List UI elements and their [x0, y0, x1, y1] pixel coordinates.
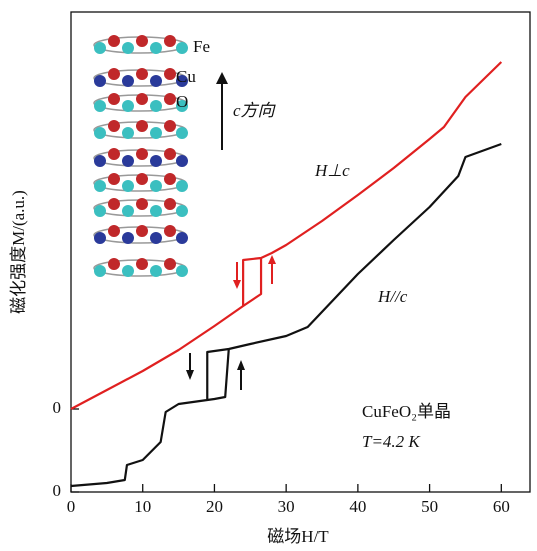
atom [150, 205, 162, 217]
atom [164, 120, 176, 132]
atom [122, 180, 134, 192]
atom [136, 93, 148, 105]
atom [176, 75, 188, 87]
atom [176, 232, 188, 244]
atom [122, 42, 134, 54]
atom [108, 198, 120, 210]
atom [94, 180, 106, 192]
atom [164, 93, 176, 105]
atom [176, 265, 188, 277]
x-tick-label: 0 [67, 497, 76, 516]
annotation: c方向 [233, 101, 277, 120]
atom [176, 42, 188, 54]
atom [122, 232, 134, 244]
annotation: T=4.2 K [362, 432, 421, 451]
atom [108, 120, 120, 132]
atom [150, 42, 162, 54]
atom [136, 173, 148, 185]
atom [136, 35, 148, 47]
atom [94, 75, 106, 87]
atom [94, 265, 106, 277]
annotation: O [176, 92, 188, 111]
arrow-head [268, 255, 276, 264]
atom [108, 93, 120, 105]
atom [150, 232, 162, 244]
atom [150, 75, 162, 87]
arrow-head [233, 280, 241, 289]
y-tick-label: 0 [53, 481, 62, 500]
atom [94, 127, 106, 139]
atom [94, 205, 106, 217]
data-line [70, 61, 503, 410]
atom [122, 75, 134, 87]
plot-frame [70, 11, 531, 493]
atom [94, 42, 106, 54]
atom [122, 127, 134, 139]
atom [164, 173, 176, 185]
atom [108, 68, 120, 80]
atom [122, 100, 134, 112]
atom [176, 155, 188, 167]
atom [176, 180, 188, 192]
atom [164, 35, 176, 47]
x-axis-label: 磁场H/T [267, 527, 329, 546]
atom [108, 148, 120, 160]
x-tick-label: 40 [349, 497, 366, 516]
atom [136, 148, 148, 160]
atom [136, 68, 148, 80]
atom [122, 205, 134, 217]
atom [108, 173, 120, 185]
atom [176, 100, 188, 112]
arrow-head [237, 360, 245, 370]
atom [150, 100, 162, 112]
arrow-head [186, 370, 194, 380]
atom [94, 155, 106, 167]
x-tick-label: 20 [206, 497, 223, 516]
atom [136, 198, 148, 210]
y-tick-label: 0 [53, 398, 62, 417]
atom [136, 258, 148, 270]
atom [108, 225, 120, 237]
atom [176, 205, 188, 217]
atom [164, 68, 176, 80]
annotation: Cu [176, 67, 196, 86]
atom [108, 35, 120, 47]
atom [136, 225, 148, 237]
atom [150, 155, 162, 167]
arrow-head [216, 72, 228, 84]
atom [164, 198, 176, 210]
atom [122, 265, 134, 277]
series-label: H⊥c [314, 161, 350, 180]
annotation: CuFeO₂单晶 [362, 402, 451, 421]
x-tick-label: 10 [134, 497, 151, 516]
atom [150, 180, 162, 192]
annotation: Fe [193, 37, 210, 56]
crystal-structure [93, 35, 188, 277]
atom [150, 127, 162, 139]
atom [164, 258, 176, 270]
atom [136, 120, 148, 132]
data-line [70, 142, 502, 488]
x-tick-label: 60 [493, 497, 510, 516]
atom [122, 155, 134, 167]
x-tick-label: 50 [421, 497, 438, 516]
atom [108, 258, 120, 270]
series-label: H//c [377, 287, 408, 306]
atom [164, 148, 176, 160]
atom [94, 100, 106, 112]
atom [94, 232, 106, 244]
y-axis-label: 磁化强度M/(a.u.) [9, 190, 28, 314]
atom [150, 265, 162, 277]
atom [164, 225, 176, 237]
x-tick-label: 30 [278, 497, 295, 516]
atom [176, 127, 188, 139]
